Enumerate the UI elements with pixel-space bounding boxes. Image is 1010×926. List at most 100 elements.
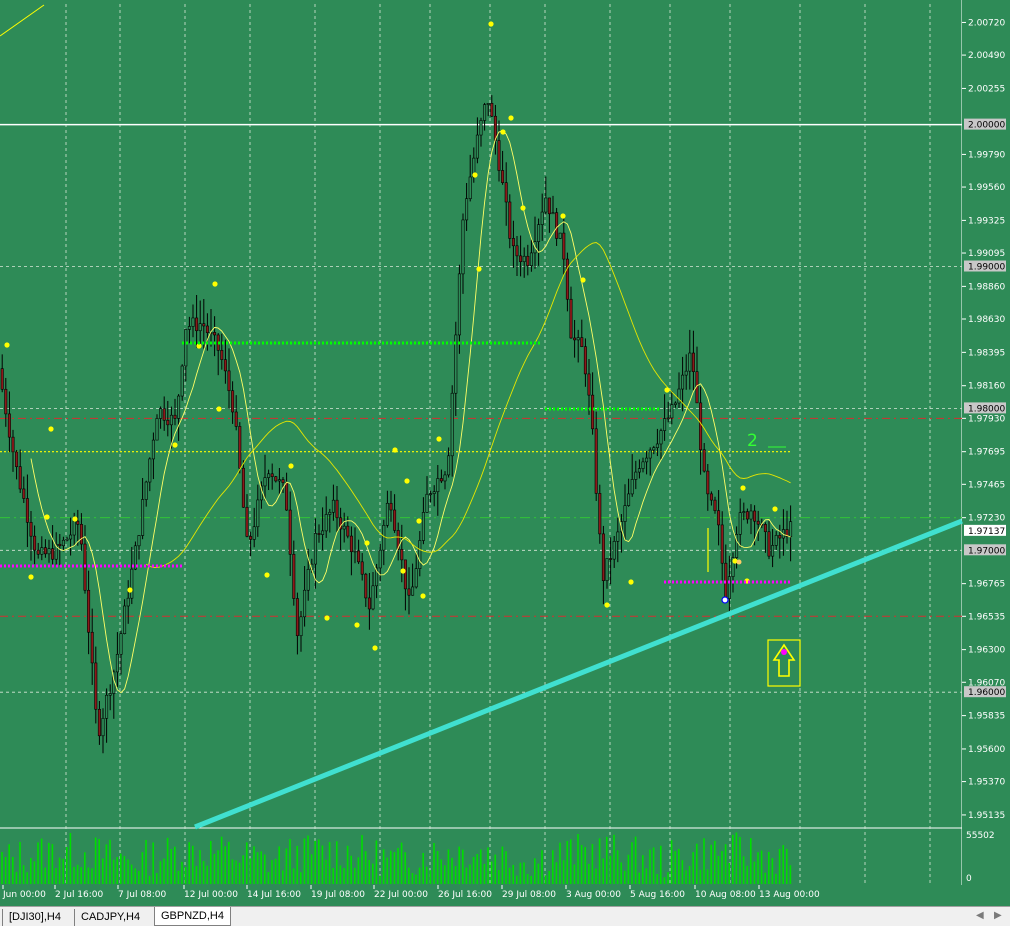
fractal-dot-29 xyxy=(580,277,586,283)
candle xyxy=(414,552,418,589)
price-chart[interactable]: 2.00720 2.00490 2.00255 1.99790 1.99560 1.993… xyxy=(0,0,1010,906)
candle xyxy=(576,329,580,363)
fractal-dot-1 xyxy=(48,426,54,432)
level-label-1: 1.99000 xyxy=(968,263,1005,273)
candle xyxy=(497,120,501,182)
bear-candle-body xyxy=(281,479,285,483)
fractal-dot-0 xyxy=(4,342,10,348)
bull-candle-body xyxy=(277,479,281,482)
candle xyxy=(594,411,598,501)
bear-candle-body xyxy=(699,402,703,451)
bear-candle-body xyxy=(288,509,292,555)
candle xyxy=(173,398,177,426)
bull-candle-body xyxy=(450,392,454,457)
candle xyxy=(177,394,181,441)
candle xyxy=(317,524,321,543)
candle xyxy=(29,510,33,561)
bear-candle-body xyxy=(591,394,595,430)
candle xyxy=(483,102,487,131)
bear-candle-body xyxy=(15,451,19,467)
bear-candle-body xyxy=(753,510,757,522)
candle xyxy=(540,193,544,241)
fractal-dot-9 xyxy=(216,406,222,412)
bear-candle-body xyxy=(76,520,80,525)
candle xyxy=(11,429,15,472)
y-tick-label-11: 1.97930 xyxy=(968,414,1005,424)
y-tick-label-6: 1.99095 xyxy=(968,249,1005,259)
y-tick-label-9: 1.98395 xyxy=(968,348,1005,358)
buy-arrow-icon xyxy=(772,643,796,677)
scroll-left-icon[interactable]: ◀ xyxy=(976,910,984,921)
bull-candle-body xyxy=(155,418,159,441)
ascending-trendline xyxy=(194,518,963,830)
candle xyxy=(79,513,83,551)
candle xyxy=(583,338,587,387)
candle xyxy=(238,422,242,474)
candle xyxy=(508,194,512,249)
bear-candle-body xyxy=(7,413,11,438)
bull-candle-body xyxy=(126,597,130,607)
candle xyxy=(346,516,350,539)
bull-candle-body xyxy=(551,212,555,215)
bear-candle-body xyxy=(223,359,227,372)
scroll-right-icon[interactable]: ▶ xyxy=(994,910,1002,921)
x-tick-label-5: 19 Jul 08:00 xyxy=(311,890,365,900)
y-tick-label-18: 1.96070 xyxy=(968,678,1005,688)
candle xyxy=(454,321,458,416)
candle xyxy=(33,525,37,565)
bull-candle-body xyxy=(148,458,152,483)
candle xyxy=(749,504,753,535)
candle xyxy=(627,478,631,507)
candle xyxy=(670,391,674,425)
bull-candle-body xyxy=(432,491,436,494)
bull-candle-body xyxy=(414,568,418,588)
candle xyxy=(25,474,29,548)
candle xyxy=(245,494,249,538)
candle xyxy=(637,459,641,479)
candle xyxy=(663,394,667,441)
tab-cadjpy[interactable]: CADJPY,H4 xyxy=(74,909,146,926)
candle xyxy=(295,592,299,655)
candle xyxy=(151,432,155,480)
y-tick-label-3: 1.99790 xyxy=(968,150,1005,160)
bear-candle-body xyxy=(702,449,706,472)
candle xyxy=(447,447,451,478)
candle xyxy=(439,469,443,484)
bear-candle-body xyxy=(594,428,598,494)
candle xyxy=(4,377,8,427)
bull-candle-body xyxy=(263,477,267,487)
volume-zero-label: 0 xyxy=(966,874,972,884)
candle xyxy=(436,465,440,516)
candle xyxy=(396,522,400,561)
x-tick-label-10: 5 Aug 16:00 xyxy=(630,890,685,900)
candle xyxy=(15,449,19,480)
bear-candle-body xyxy=(231,390,235,413)
x-tick-label-7: 26 Jul 16:00 xyxy=(438,890,492,900)
bull-candle-body xyxy=(616,531,620,542)
bear-candle-body xyxy=(58,543,62,547)
x-tick-label-2: 7 Jul 08:00 xyxy=(118,890,167,900)
level-label-box-2 xyxy=(964,402,1006,414)
candle xyxy=(486,103,490,117)
bull-candle-body xyxy=(115,654,119,673)
candle xyxy=(313,518,317,589)
bear-candle-body xyxy=(547,197,551,215)
price-axis-panel xyxy=(962,0,1010,885)
moving-average-slow xyxy=(145,242,791,569)
chart-area[interactable]: 2.00720 2.00490 2.00255 1.99790 1.99560 1.993… xyxy=(0,0,1010,906)
level-label-2: 1.98000 xyxy=(968,404,1005,414)
orange-point-marker xyxy=(736,559,742,565)
candle xyxy=(191,304,195,338)
fractal-dot-22 xyxy=(476,266,482,272)
tab-gbpnzd[interactable]: GBPNZD,H4 xyxy=(154,907,231,926)
candle xyxy=(702,442,706,473)
candle xyxy=(411,563,415,596)
candle xyxy=(756,510,760,541)
candle xyxy=(292,540,296,606)
candle xyxy=(587,359,591,415)
candle xyxy=(36,542,40,559)
bull-candle-body xyxy=(133,545,137,570)
tab-dji30[interactable]: [DJI30],H4 xyxy=(2,909,67,926)
bear-candle-body xyxy=(360,561,364,575)
bear-candle-body xyxy=(573,337,577,341)
